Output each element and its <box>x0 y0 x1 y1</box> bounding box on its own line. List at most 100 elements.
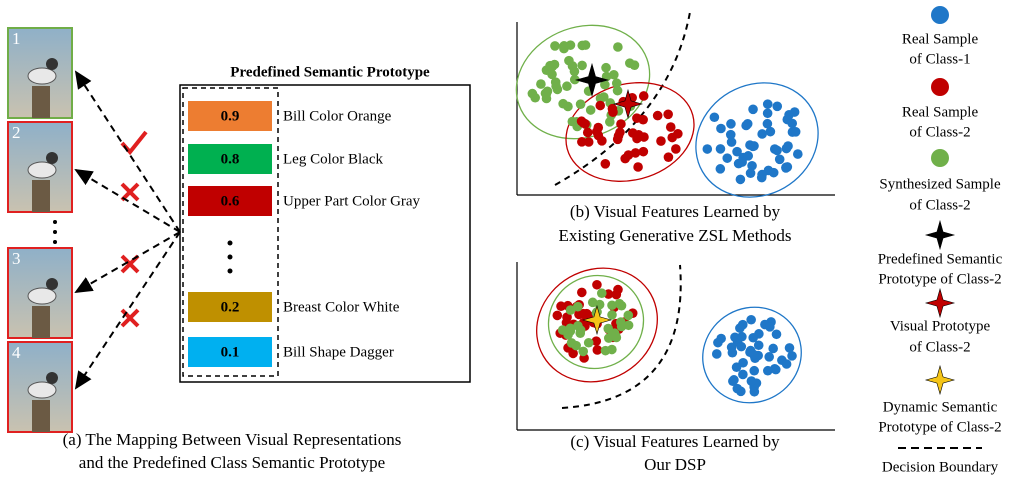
bird-body <box>28 382 56 398</box>
sample-dot <box>624 320 634 330</box>
legend-text: of Class-1 <box>909 51 970 67</box>
sample-dot <box>768 344 778 354</box>
sample-dot <box>737 157 747 167</box>
legend-text: Visual Prototype <box>890 318 991 334</box>
legend-text: Real Sample <box>902 31 979 47</box>
sample-dot <box>663 110 673 120</box>
sample-dot <box>563 330 573 340</box>
sample-dot <box>757 170 767 180</box>
bird-head <box>46 278 58 290</box>
sample-dot <box>543 86 553 96</box>
sample-dot <box>766 127 776 137</box>
bird-head <box>46 152 58 164</box>
sample-dot <box>764 352 774 362</box>
mapping-arrow <box>76 232 180 292</box>
sample-dot <box>781 163 791 173</box>
sample-dot <box>625 58 635 68</box>
sample-dot <box>612 78 622 88</box>
attribute-value: 0.1 <box>221 344 240 360</box>
sample-dot <box>588 298 598 308</box>
legend-text: Prototype of Class-2 <box>878 271 1001 287</box>
legend-text: Predefined Semantic <box>878 251 1003 267</box>
sample-dot <box>597 288 607 298</box>
legend-dot <box>931 149 949 167</box>
caption: (b) Visual Features Learned by <box>570 202 781 221</box>
sample-dot <box>632 113 642 123</box>
sample-dot <box>616 119 626 129</box>
attribute-label: Leg Color Black <box>283 151 383 167</box>
sample-dot <box>607 345 617 355</box>
sample-dot <box>593 345 603 355</box>
sample-dot <box>613 42 623 52</box>
sample-dot <box>763 99 773 109</box>
sample-dot <box>556 301 566 311</box>
bird-head <box>46 372 58 384</box>
caption: and the Predefined Class Semantic Protot… <box>79 453 385 472</box>
sample-dot <box>664 152 674 162</box>
sample-dot <box>736 175 746 185</box>
sample-dot <box>666 122 676 132</box>
sample-dot <box>567 338 577 348</box>
bird-body <box>28 68 56 84</box>
attribute-label: Bill Color Orange <box>283 108 392 124</box>
sample-dot <box>609 70 619 80</box>
prototype-title: Predefined Semantic Prototype <box>230 64 430 80</box>
sample-dot <box>712 349 722 359</box>
legend-text: Real Sample <box>902 104 979 120</box>
sample-dot <box>793 149 803 159</box>
legend-star <box>926 221 954 249</box>
sample-dot <box>746 315 756 325</box>
attribute-label: Upper Part Color Gray <box>283 193 421 209</box>
attribute-label: Bill Shape Dagger <box>283 344 394 360</box>
sample-dot <box>639 91 649 101</box>
sample-dot <box>639 147 649 157</box>
sample-dot <box>763 366 773 376</box>
sample-dot <box>745 140 755 150</box>
sample-dot <box>769 168 779 178</box>
attribute-value: 0.6 <box>221 193 240 209</box>
legend-dot <box>931 6 949 24</box>
sample-dot <box>601 63 611 73</box>
sample-dot <box>597 136 607 146</box>
caption: (a) The Mapping Between Visual Represent… <box>63 430 402 449</box>
sample-dot <box>713 338 723 348</box>
sample-dot <box>791 127 801 137</box>
sample-dot <box>736 342 746 352</box>
perch <box>32 400 50 432</box>
sample-dot <box>748 105 758 115</box>
caption: Our DSP <box>644 455 706 474</box>
sample-dot <box>639 132 649 142</box>
sample-dot <box>611 332 621 342</box>
sample-dot <box>772 102 782 112</box>
sample-dot <box>785 343 795 353</box>
sample-dot <box>656 136 666 146</box>
sample-dot <box>749 350 759 360</box>
sample-dot <box>528 89 538 99</box>
bird-head <box>46 58 58 70</box>
image-number: 4 <box>12 343 21 362</box>
sample-dot <box>566 40 576 50</box>
image-number: 3 <box>12 249 21 268</box>
perch <box>32 180 50 212</box>
image-number: 1 <box>12 29 21 48</box>
mapping-arrow <box>76 170 180 232</box>
attribute-label: Breast Color White <box>283 299 400 315</box>
sample-dot <box>577 61 587 71</box>
sample-dot <box>566 305 576 315</box>
sample-dot <box>552 311 562 321</box>
sample-dot <box>790 107 800 117</box>
sample-dot <box>787 119 797 129</box>
sample-dot <box>775 154 785 164</box>
sample-dot <box>667 133 677 143</box>
sample-dot <box>757 129 767 139</box>
sample-dot <box>743 119 753 129</box>
sample-dot <box>563 102 573 112</box>
sample-dot <box>702 144 712 154</box>
caption: Existing Generative ZSL Methods <box>558 226 791 245</box>
sample-dot <box>607 310 617 320</box>
attribute-value: 0.9 <box>221 108 240 124</box>
sample-dot <box>716 144 726 154</box>
sample-dot <box>592 127 602 137</box>
sample-dot <box>623 311 633 321</box>
bird-body <box>28 162 56 178</box>
